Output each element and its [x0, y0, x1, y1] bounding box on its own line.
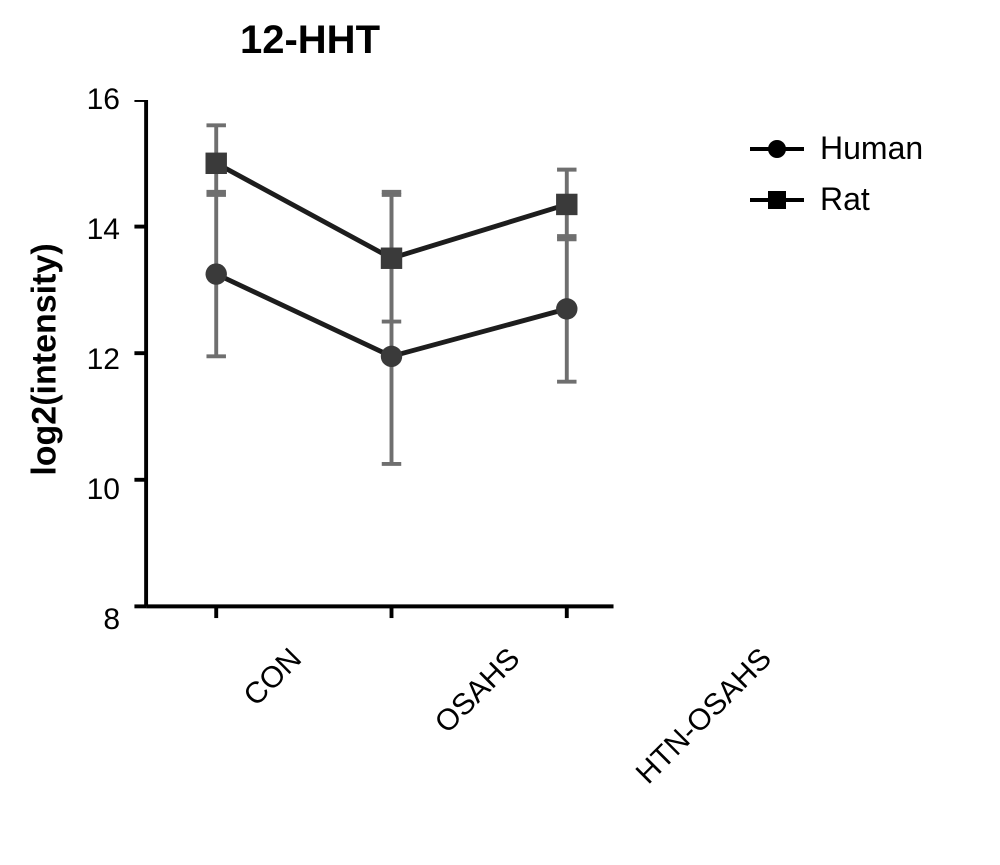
y-tick-label: 14 [70, 213, 120, 247]
legend-marker-square-icon [768, 191, 786, 209]
chart-title: 12-HHT [0, 18, 620, 63]
legend-item: Human [750, 130, 923, 167]
x-tick-label: OSAHS [429, 642, 527, 740]
legend-swatch [750, 188, 804, 212]
legend-swatch [750, 137, 804, 161]
y-tick-label: 16 [70, 83, 120, 117]
legend-marker-circle-icon [768, 140, 786, 158]
y-tick-label: 12 [70, 343, 120, 377]
x-tick-label: HTN-OSAHS [630, 642, 779, 791]
legend-item: Rat [750, 181, 923, 218]
y-tick-label: 10 [70, 473, 120, 507]
chart-container: 12-HHT log2(intensity) Human Rat 8 10 12 14 1… [0, 0, 1000, 865]
y-tick-label: 8 [70, 603, 120, 637]
x-tick-label: CON [238, 642, 309, 713]
legend: Human Rat [750, 130, 923, 232]
legend-label: Human [820, 130, 923, 167]
legend-label: Rat [820, 181, 870, 218]
y-axis-label: log2(intensity) [26, 240, 65, 480]
chart-svg [126, 100, 620, 620]
plot-area [140, 100, 620, 620]
